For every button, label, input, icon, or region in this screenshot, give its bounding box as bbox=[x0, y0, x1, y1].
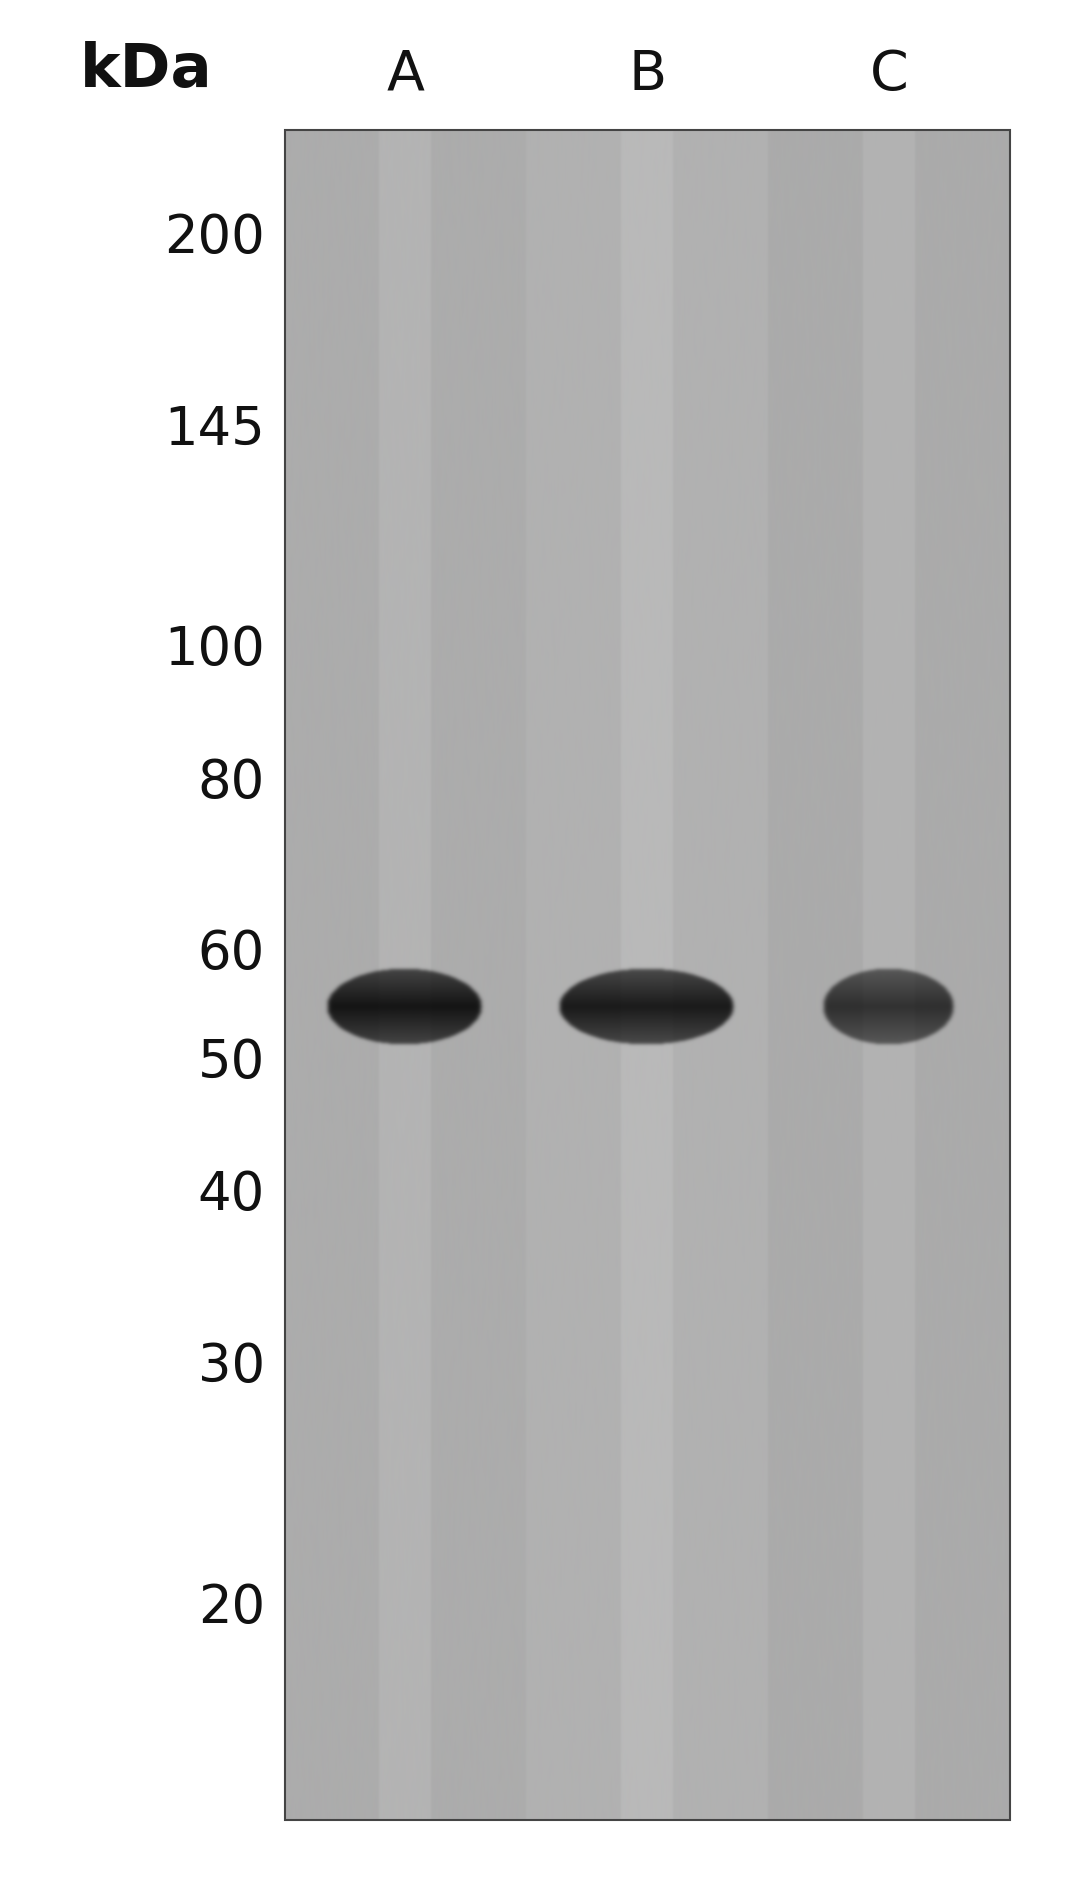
Text: 145: 145 bbox=[164, 404, 265, 455]
Text: 200: 200 bbox=[164, 212, 265, 265]
Text: A: A bbox=[387, 49, 424, 102]
Text: 40: 40 bbox=[198, 1169, 265, 1222]
Text: C: C bbox=[869, 49, 908, 102]
Text: 60: 60 bbox=[198, 929, 265, 979]
Text: 20: 20 bbox=[198, 1581, 265, 1634]
Text: 80: 80 bbox=[198, 758, 265, 808]
Text: 100: 100 bbox=[164, 624, 265, 677]
Text: 50: 50 bbox=[198, 1036, 265, 1089]
Text: B: B bbox=[629, 49, 666, 102]
Text: 30: 30 bbox=[198, 1340, 265, 1393]
Bar bbox=[285, 130, 1010, 1820]
Text: kDa: kDa bbox=[80, 41, 213, 100]
